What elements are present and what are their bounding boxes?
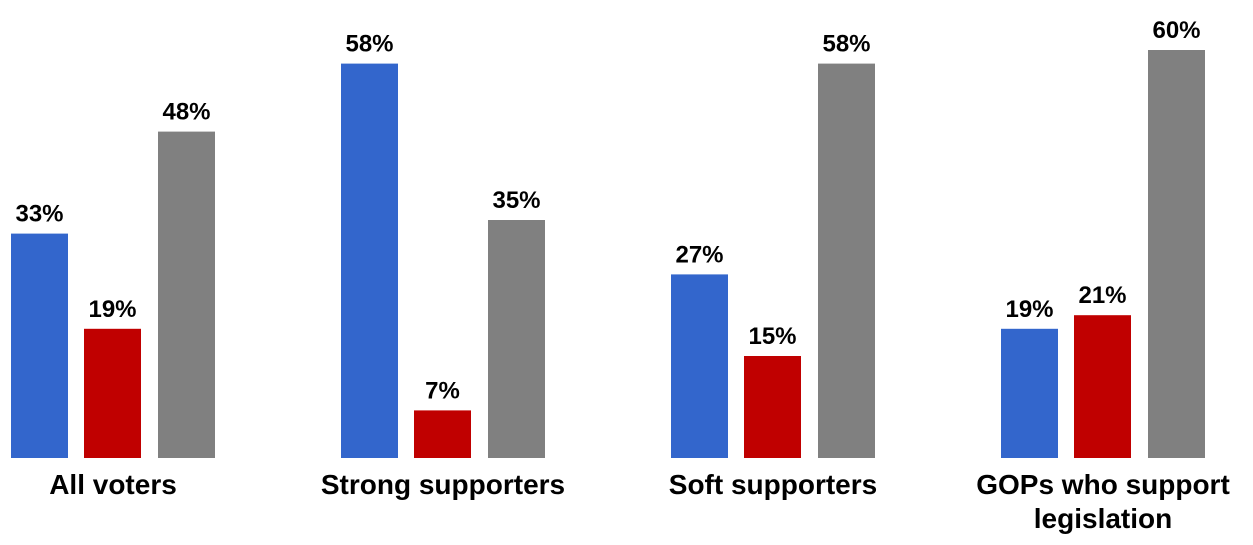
category-label-line: legislation — [1034, 503, 1172, 534]
bar-strong-supporters-series-3 — [488, 220, 545, 458]
bar-strong-supporters-series-1 — [341, 63, 398, 458]
data-label: 7% — [425, 377, 460, 404]
data-label: 35% — [492, 187, 540, 214]
bar-all-voters-series-1 — [11, 233, 68, 458]
data-label: 21% — [1078, 282, 1126, 309]
data-label: 33% — [15, 201, 63, 228]
data-label: 19% — [88, 296, 136, 323]
data-label: 58% — [345, 31, 393, 58]
category-label-line: GOPs who support — [976, 469, 1230, 500]
data-label: 58% — [822, 31, 870, 58]
category-label-line: All voters — [49, 469, 177, 500]
data-label: 48% — [162, 99, 210, 126]
bar-soft-supporters-series-1 — [671, 274, 728, 458]
data-label: 15% — [748, 323, 796, 350]
bar-gops-who-support-legislation-series-1 — [1001, 328, 1058, 458]
data-label: 27% — [675, 241, 723, 268]
bar-all-voters-series-2 — [84, 328, 141, 458]
data-label: 19% — [1005, 296, 1053, 323]
bar-strong-supporters-series-2 — [414, 410, 471, 458]
category-label-gops-who-support-legislation: GOPs who support legislation — [976, 469, 1230, 534]
bar-soft-supporters-series-3 — [818, 63, 875, 458]
category-label-strong-supporters: Strong supporters — [321, 469, 565, 500]
bar-gops-who-support-legislation-series-3 — [1148, 50, 1205, 458]
bar-gops-who-support-legislation-series-2 — [1074, 315, 1131, 458]
category-label-all-voters: All voters — [49, 469, 177, 500]
data-label: 60% — [1152, 17, 1200, 44]
bar-all-voters-series-3 — [158, 131, 215, 458]
category-label-soft-supporters: Soft supporters — [669, 469, 877, 500]
bar-soft-supporters-series-2 — [744, 356, 801, 458]
category-label-line: Soft supporters — [669, 469, 877, 500]
category-label-line: Strong supporters — [321, 469, 565, 500]
